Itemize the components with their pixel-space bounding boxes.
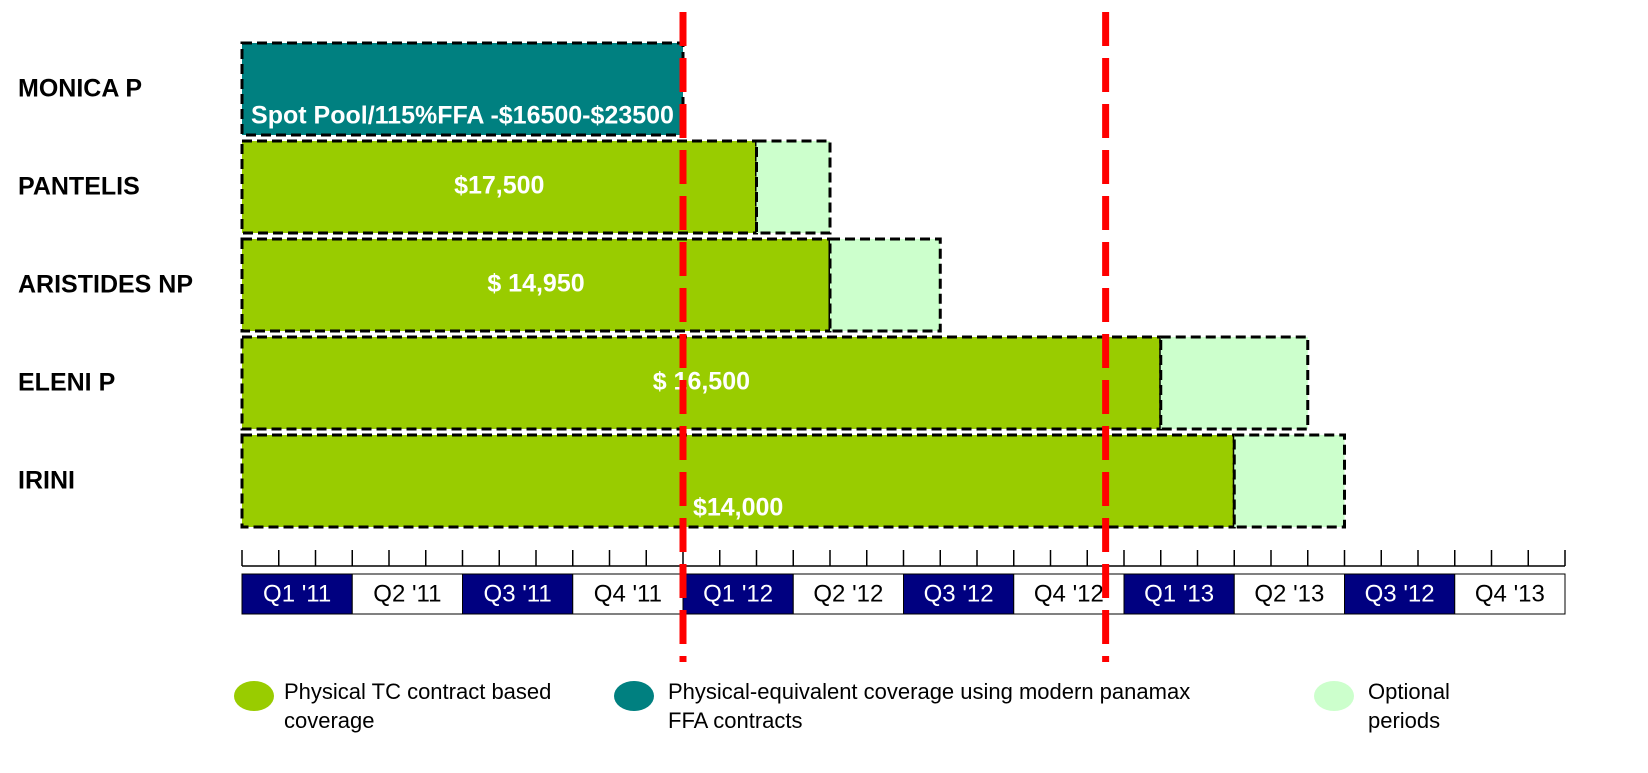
legend-label: Physical TC contract based (284, 679, 551, 704)
firm-bar (240, 433, 1236, 529)
vessel-name: MONICA P (18, 75, 142, 103)
quarter-label: Q1 '11 (263, 580, 331, 607)
quarter-label: Q2 '13 (1254, 580, 1324, 607)
legend-label: FFA contracts (668, 708, 803, 733)
quarter-label: Q1 '12 (703, 580, 773, 607)
legend-swatch (614, 681, 654, 711)
quarter-label: Q3 '12 (1365, 580, 1435, 607)
vessel-name: PANTELIS (18, 173, 140, 201)
legend-swatch (234, 681, 274, 711)
option-bar (1232, 433, 1346, 529)
quarter-box (903, 573, 1015, 615)
bar-label: $ 16,500 (653, 368, 750, 396)
vessel-name: IRINI (18, 467, 75, 495)
quarter-label: Q4 '11 (594, 580, 662, 607)
firm-bar (240, 335, 1163, 431)
quarter-box (1123, 573, 1235, 615)
quarter-box (682, 573, 794, 615)
legend-label: Optional (1368, 679, 1450, 704)
firm-bar (240, 41, 685, 137)
quarter-box (351, 573, 463, 615)
legend-label: periods (1368, 708, 1440, 733)
legend-label: Physical-equivalent coverage using moder… (668, 679, 1190, 704)
quarter-label: Q2 '12 (813, 580, 883, 607)
quarter-label: Q3 '11 (484, 580, 552, 607)
quarter-box (572, 573, 684, 615)
quarter-label: Q2 '11 (373, 580, 441, 607)
quarter-box (1454, 573, 1566, 615)
option-bar (828, 237, 942, 333)
quarter-box (241, 573, 353, 615)
option-bar (1159, 335, 1310, 431)
option-bar (755, 139, 832, 235)
quarter-label: Q3 '12 (924, 580, 994, 607)
bar-label: $14,000 (693, 494, 783, 522)
legend-label: coverage (284, 708, 375, 733)
bar-label: $ 14,950 (487, 270, 584, 298)
bar-label: Spot Pool/115%FFA -$16500-$23500 (251, 102, 674, 130)
vessel-name: ARISTIDES NP (18, 271, 193, 299)
quarter-label: Q1 '13 (1144, 580, 1214, 607)
quarter-box (1344, 573, 1456, 615)
quarter-label: Q4 '13 (1475, 580, 1545, 607)
firm-bar (240, 139, 758, 235)
bar-label: $17,500 (454, 172, 544, 200)
quarter-box (1233, 573, 1345, 615)
vessel-name: ELENI P (18, 369, 115, 397)
legend-swatch (1314, 681, 1354, 711)
firm-bar (240, 237, 832, 333)
quarter-label: Q4 '12 (1034, 580, 1104, 607)
quarter-box (462, 573, 574, 615)
